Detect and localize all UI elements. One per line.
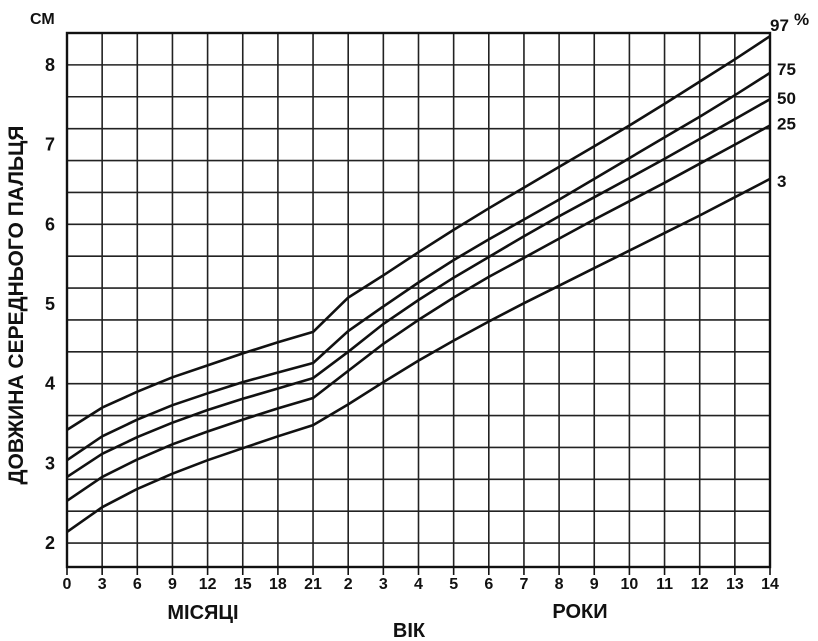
y-axis-label: ДОВЖИНА СЕРЕДНЬОГО ПАЛЬЦЯ	[5, 126, 28, 485]
percent-sign: %	[794, 10, 809, 29]
y-tick-label: 2	[45, 533, 55, 553]
x-tick-label: 3	[98, 576, 107, 593]
x-tick-label: 9	[590, 576, 599, 593]
percentile-label-75: 75	[777, 60, 796, 79]
percentile-labels: 97 75 50 25 3	[770, 16, 796, 191]
grid	[67, 33, 770, 567]
percentile-label-97: 97	[770, 16, 789, 35]
percentile-curve-25	[66, 124, 771, 502]
x-tick-label: 2	[344, 576, 353, 593]
x-tick-label: 4	[414, 576, 423, 593]
percentile-curve-50	[66, 98, 771, 478]
x-tick-label: 9	[168, 576, 177, 593]
x-tick-label: 8	[555, 576, 564, 593]
x-tick-label: 7	[519, 576, 528, 593]
y-tick-label: 6	[45, 214, 55, 234]
x-tick-label: 15	[234, 576, 252, 593]
x-axis-label: ВІК	[393, 620, 426, 641]
percentile-curve-97	[66, 35, 771, 431]
x-tick-label: 6	[133, 576, 142, 593]
x-tick-label: 5	[449, 576, 458, 593]
y-tick-label: 7	[45, 135, 55, 155]
x-tick-label: 18	[269, 576, 287, 593]
percentile-label-3: 3	[777, 172, 786, 191]
y-tick-label: 3	[45, 453, 55, 473]
x-tick-label: 0	[63, 576, 72, 593]
percentile-curves	[66, 35, 771, 533]
percentile-label-50: 50	[777, 89, 796, 108]
x-tick-label: 21	[304, 576, 322, 593]
percentile-curve-75	[66, 71, 771, 462]
percentile-curve-3	[66, 177, 771, 533]
y-tick-label: 8	[45, 55, 55, 75]
x-section-label-months: МІСЯЦІ	[167, 602, 238, 624]
x-tick-label: 10	[621, 576, 639, 593]
x-tick-marks	[66, 567, 771, 575]
y-tick-label: 5	[45, 294, 55, 314]
x-tick-label: 3	[379, 576, 388, 593]
x-tick-labels: 0 3 6 9 12 15 18 21 2 3 4 5 6 7 8 9 10 11 12 13 14	[63, 576, 779, 593]
y-tick-label: 4	[45, 374, 55, 394]
x-tick-label: 12	[691, 576, 709, 593]
y-unit-label: СМ	[30, 11, 55, 28]
x-tick-label: 6	[484, 576, 493, 593]
y-tick-labels: 2 3 4 5 6 7 8	[45, 55, 55, 553]
x-tick-label: 12	[199, 576, 217, 593]
x-section-label-years: РОКИ	[552, 601, 607, 623]
x-tick-label: 11	[656, 576, 673, 593]
x-tick-label: 14	[761, 576, 779, 593]
x-tick-label: 13	[726, 576, 744, 593]
percentile-label-25: 25	[777, 114, 796, 133]
